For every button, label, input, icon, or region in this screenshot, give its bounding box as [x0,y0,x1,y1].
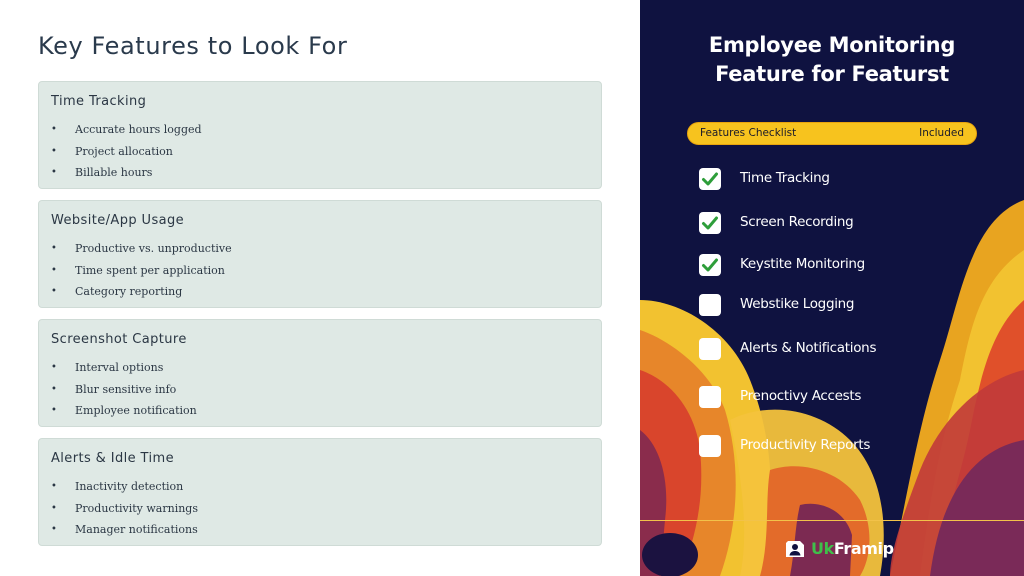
list-item-text: Accurate hours logged [75,123,202,136]
empty-checkbox-icon [699,435,721,457]
page-title: Key Features to Look For [38,32,348,60]
list-item-text: Project allocation [75,144,173,158]
checked-checkbox-icon [699,254,721,276]
feature-list: • Productive vs. unproductive • Time spent… [51,238,232,303]
bullet: • [51,383,57,395]
list-item-text: Employee notification [75,404,197,417]
list-item: • Accurate hours logged [51,119,202,141]
checked-checkbox-icon [699,212,721,234]
list-item-text: Billable hours [75,166,153,179]
list-item: • Employee notification [51,400,197,422]
list-item-text: Blur sensitive info [75,382,177,396]
list-item: • Productive vs. unproductive [51,238,232,260]
list-item: • Interval options [51,357,197,379]
poster-title-line2: Feature for Featurst [715,62,949,86]
list-item: • Manager notifications [51,519,198,541]
features-panel: Key Features to Look For Time Tracking •… [38,32,602,546]
feature-card-screenshot-capture: Screenshot Capture • Interval options • Bl… [38,319,602,427]
checklist-item-label: Productivity Reports [740,437,871,453]
feature-list: • Accurate hours logged • Project allocati… [51,119,202,184]
checked-checkbox-icon [699,168,721,190]
list-item: • Category reporting [51,281,232,303]
feature-list: • Inactivity detection • Productivity warn… [51,476,198,541]
list-item-text: Productivity warnings [75,501,198,515]
bullet: • [51,124,57,135]
logo-text-rest: Framip [833,539,894,558]
bullet: • [51,167,57,178]
feature-card-time-tracking: Time Tracking • Accurate hours logged • Pr… [38,81,602,189]
list-item-text: Category reporting [75,285,183,298]
card-title: Time Tracking [51,94,147,109]
card-title: Website/App Usage [51,213,185,228]
list-item-text: Inactivity detection [75,480,184,493]
logo-text: UkFramip [811,539,894,558]
bullet: • [51,264,57,276]
feature-list: • Interval options • Blur sensitive info •… [51,357,197,422]
list-item-text: Manager notifications [75,523,198,536]
logo-text-accent: Uk [811,539,834,558]
feature-checklist-poster: Employee Monitoring Feature for Featurst… [640,0,1024,576]
feature-card-website-app-usage: Website/App Usage • Productive vs. unprod… [38,200,602,308]
list-item: • Inactivity detection [51,476,198,498]
bullet: • [51,524,57,535]
list-item: • Time spent per application [51,260,232,282]
checklist-item-label: Time Tracking [740,170,830,186]
bullet: • [51,481,57,492]
card-title: Alerts & Idle Time [51,451,174,466]
empty-checkbox-icon [699,338,721,360]
checklist-item-label: Keystite Monitoring [740,256,865,272]
user-badge-icon [786,541,804,557]
bullet: • [51,405,57,416]
checklist-status-label: Included [919,127,964,139]
bullet: • [51,145,57,157]
checklist-item-label: Screen Recording [740,214,854,230]
checklist-item-label: Alerts & Notifications [740,340,877,356]
empty-checkbox-icon [699,294,721,316]
list-item: • Billable hours [51,162,202,184]
list-item-text: Time spent per application [75,263,225,277]
checklist-item-label: Prenoctivy Accests [740,388,862,404]
list-item: • Blur sensitive info [51,379,197,401]
list-item: • Project allocation [51,141,202,163]
bullet: • [51,362,57,373]
checklist-header: Features Checklist Included [687,122,977,145]
abstract-wave-background [640,0,1024,576]
checklist-item-label: Webstike Logging [740,296,855,312]
card-title: Screenshot Capture [51,332,187,347]
list-item-text: Interval options [75,361,164,374]
feature-card-alerts-idle-time: Alerts & Idle Time • Inactivity detection… [38,438,602,546]
list-item: • Productivity warnings [51,498,198,520]
list-item-text: Productive vs. unproductive [75,242,232,255]
poster-divider [640,520,1024,521]
poster-title-line1: Employee Monitoring [708,33,956,57]
bullet: • [51,243,57,254]
checklist-header-label: Features Checklist [700,127,797,139]
bullet: • [51,286,57,297]
empty-checkbox-icon [699,386,721,408]
bullet: • [51,502,57,514]
